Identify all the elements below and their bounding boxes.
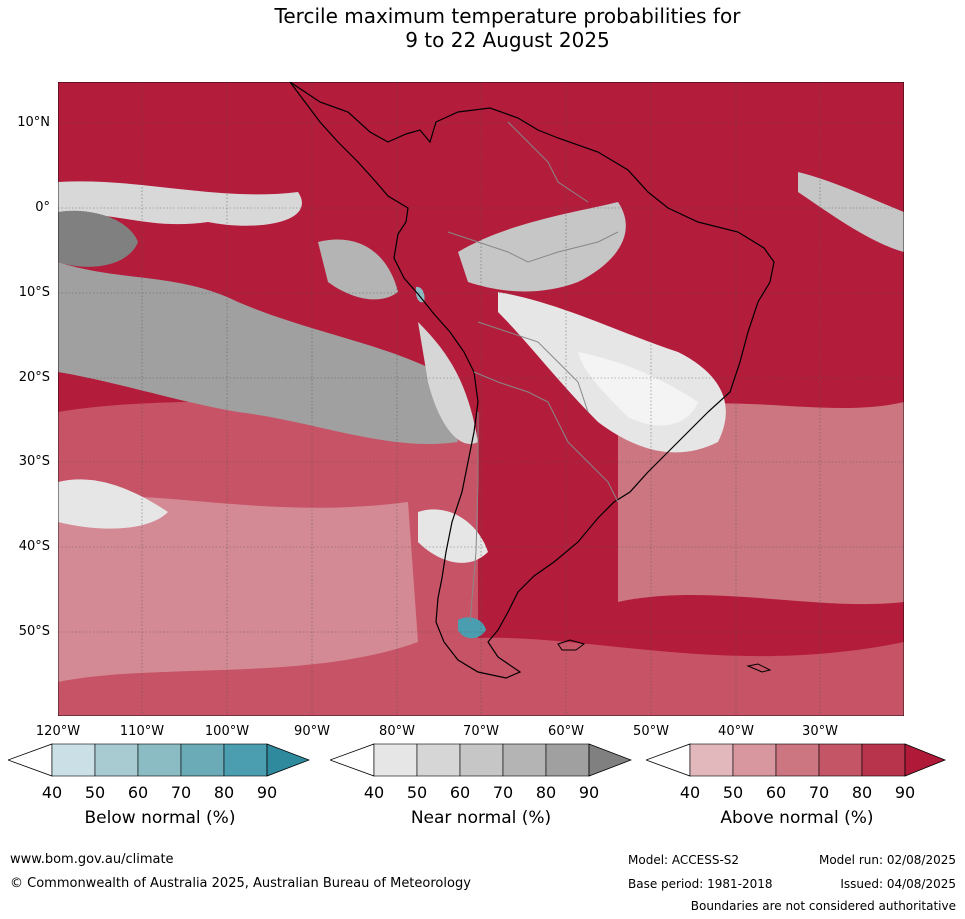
below-swatch-3 (137, 743, 182, 777)
near-swatch-1 (373, 743, 418, 777)
lon-label-120w: 120°W (35, 724, 81, 739)
lon-label-30w: 30°W (802, 724, 838, 739)
below-tick-90: 90 (256, 783, 278, 802)
above-swatch-1 (689, 743, 734, 777)
falkland-islands (557, 639, 586, 651)
below-swatch-2 (94, 743, 139, 777)
above-normal-atlantic-band (618, 402, 904, 605)
legend-above-normal-colorbar (646, 743, 947, 777)
lon-label-90w: 90°W (294, 724, 330, 739)
south-america-coastline (289, 82, 775, 679)
legend-near-normal-colorbar (330, 743, 632, 777)
lat-label-0: 0° (35, 200, 50, 215)
lat-label-50s: 50°S (18, 624, 50, 639)
near-normal-amazon (458, 202, 626, 292)
near-swatch-4 (502, 743, 547, 777)
below-swatch-4 (180, 743, 225, 777)
near-normal-west-south (58, 479, 168, 529)
lat-label-20s: 20°S (18, 370, 50, 385)
above-tick-60: 60 (765, 783, 787, 802)
disclaimer-text: Boundaries are not considered authoritat… (690, 899, 956, 913)
copyright-text: © Commonwealth of Australia 2025, Austra… (10, 876, 471, 891)
near-tick-60: 60 (449, 783, 471, 802)
lat-label-40s: 40°S (18, 539, 50, 554)
lon-label-100w: 100°W (204, 724, 250, 739)
probability-map (58, 82, 904, 716)
near-swatch-6 (588, 743, 632, 777)
below-swatch-6 (266, 743, 310, 777)
website-link[interactable]: www.bom.gov.au/climate (10, 852, 174, 867)
graticule (58, 82, 904, 716)
near-normal-south-patch (418, 509, 488, 563)
near-normal-coast (418, 322, 478, 444)
above-normal-light-region-2 (58, 496, 418, 682)
lon-label-50w: 50°W (633, 724, 669, 739)
near-tick-50: 50 (406, 783, 428, 802)
model-text: Model: ACCESS-S2 (628, 853, 740, 867)
lat-label-30s: 30°S (18, 454, 50, 469)
below-swatch-5 (223, 743, 268, 777)
issued-text: Issued: 04/08/2025 (840, 877, 956, 891)
south-georgia (746, 663, 772, 673)
near-swatch-2 (416, 743, 461, 777)
lat-label-10n: 10°N (17, 115, 50, 130)
near-normal-pacific-light (58, 181, 302, 226)
below-swatch-0 (8, 743, 53, 777)
near-tick-80: 80 (535, 783, 557, 802)
title-line-2: 9 to 22 August 2025 (405, 28, 610, 52)
title-line-1: Tercile maximum temperature probabilitie… (274, 4, 741, 28)
legend-title-near: Near normal (%) (410, 808, 552, 828)
above-normal-south-band (438, 637, 904, 716)
above-swatch-5 (861, 743, 906, 777)
near-swatch-3 (459, 743, 504, 777)
lon-label-110w: 110°W (119, 724, 165, 739)
above-swatch-2 (732, 743, 777, 777)
lon-label-40w: 40°W (718, 724, 754, 739)
lon-label-60w: 60°W (548, 724, 584, 739)
above-swatch-6 (904, 743, 947, 777)
above-tick-90: 90 (894, 783, 916, 802)
near-tick-70: 70 (492, 783, 514, 802)
below-normal-peru (415, 286, 425, 303)
below-tick-70: 70 (170, 783, 192, 802)
near-normal-dark-patch (58, 210, 138, 267)
below-tick-60: 60 (127, 783, 149, 802)
above-swatch-3 (775, 743, 820, 777)
near-normal-pacific-band (58, 262, 458, 445)
model-run-text: Model run: 02/08/2025 (818, 853, 956, 867)
above-tick-40: 40 (679, 783, 701, 802)
below-tick-40: 40 (41, 783, 63, 802)
country-borders (447, 121, 619, 623)
lon-label-70w: 70°W (463, 724, 499, 739)
near-normal-east-pacific (318, 239, 398, 300)
above-tick-80: 80 (851, 783, 873, 802)
above-tick-70: 70 (808, 783, 830, 802)
near-swatch-5 (545, 743, 590, 777)
below-tick-50: 50 (84, 783, 106, 802)
below-tick-80: 80 (213, 783, 235, 802)
below-normal-patagonia (458, 617, 486, 639)
legend-title-below: Below normal (%) (84, 808, 236, 828)
near-normal-east-atlantic (798, 172, 904, 252)
above-swatch-0 (646, 743, 691, 777)
above-swatch-4 (818, 743, 863, 777)
near-tick-40: 40 (363, 783, 385, 802)
lat-label-10s: 10°S (18, 285, 50, 300)
near-normal-white (578, 352, 698, 426)
near-tick-90: 90 (578, 783, 600, 802)
base-period-text: Base period: 1981-2018 (628, 877, 773, 891)
lon-label-80w: 80°W (379, 724, 415, 739)
map-title: Tercile maximum temperature probabilitie… (0, 4, 965, 52)
near-swatch-0 (330, 743, 375, 777)
legend-title-above: Above normal (%) (720, 808, 874, 828)
below-swatch-1 (51, 743, 96, 777)
above-tick-50: 50 (722, 783, 744, 802)
legend-below-normal-colorbar (8, 743, 310, 777)
